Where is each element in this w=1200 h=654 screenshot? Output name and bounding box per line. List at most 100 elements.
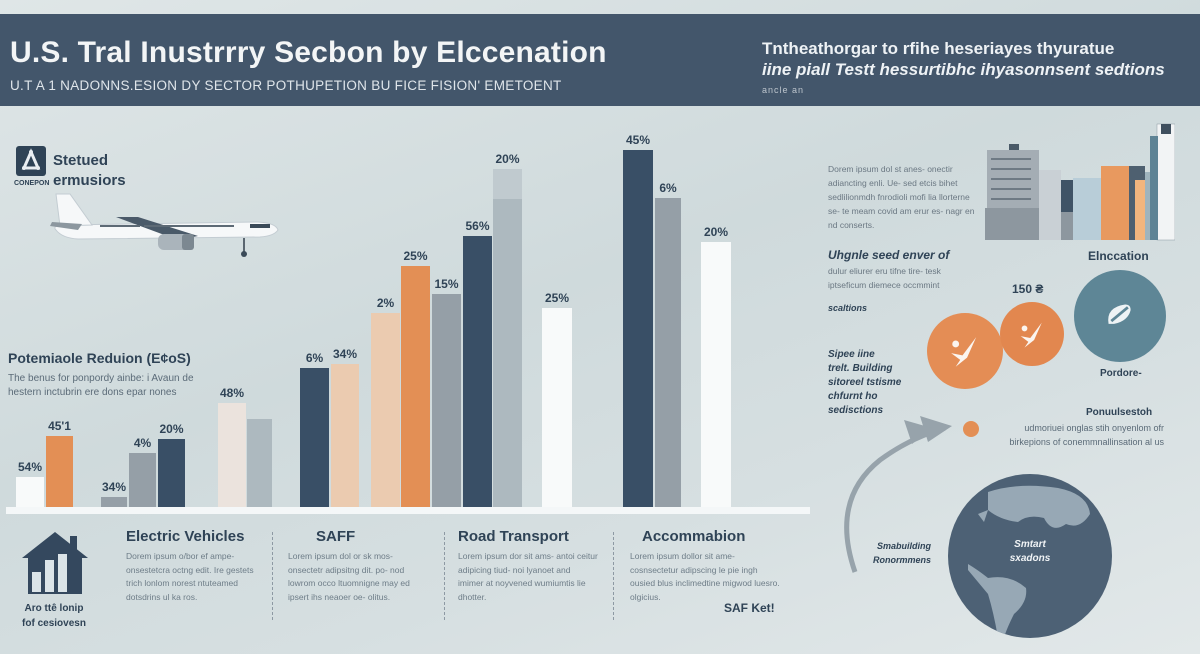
plane-circle-large <box>927 313 1003 389</box>
bar-value-label: 45% <box>625 133 651 147</box>
logo-icon <box>16 146 46 176</box>
chart-bar <box>247 419 272 509</box>
bar-value-label: 2% <box>376 296 395 310</box>
bar-value-label: 25% <box>544 291 570 305</box>
house-caption: Aro ttê lonip fof cesiovesn <box>14 601 94 631</box>
category-divider <box>613 532 614 620</box>
airplane-icon <box>50 193 279 257</box>
header-right-line1: Tntheathorgar to rfihe heseriayes thyura… <box>762 39 1115 58</box>
chart-bar-segment <box>493 169 522 199</box>
chart-bar <box>101 497 127 509</box>
bar-value-label: 20% <box>703 225 729 239</box>
stack-line: chfurnt ho <box>828 391 878 402</box>
chart-bar <box>463 236 492 509</box>
chart-bar <box>129 453 156 509</box>
chart-bar <box>655 198 681 509</box>
bar-value-label: 6% <box>659 181 677 195</box>
bar-value-label: 34% <box>101 480 127 494</box>
right-paragraph-2: dulur eliurer eru tifne tire- tesk iptse… <box>828 266 941 290</box>
header-right-line3: ancle an <box>762 85 805 95</box>
sma-line1: Smabuilding <box>877 541 932 551</box>
page-title: U.S. Tral Inustrrry Secbon by Elccenatio… <box>10 36 607 69</box>
category-desc: Lorem ipsum dollor sit ame- cosnsectetur… <box>630 551 780 602</box>
elecation-label: Elnccation <box>1088 249 1149 263</box>
potential-reduction-title: Potemiaole Reduion (E¢oS) <box>8 350 191 366</box>
logo-title: Stetued ermusiors <box>53 151 126 191</box>
category-desc: Lorem ipsum dol or sk mos- onsectetr adi… <box>288 551 410 602</box>
leaf-icon <box>1108 304 1132 325</box>
bar-value-label: 45'1 <box>48 419 71 433</box>
plane-icon <box>951 337 977 367</box>
stack-line: Sipee iine <box>828 349 875 360</box>
chart-bar <box>432 294 461 509</box>
category-desc: Lorem ipsum dor sit ams- antoi ceitur ad… <box>458 551 598 602</box>
smabuilding-label: Smabuilding Ronormmens <box>873 539 931 567</box>
house-caption-line1: Aro ttê lonip <box>24 603 84 614</box>
bar-value-label: 54% <box>17 460 43 474</box>
category-saff: SAFF Lorem ipsum dol or sk mos- onsectet… <box>288 528 418 604</box>
bar-value-label: 20% <box>495 152 520 166</box>
chart-bar <box>623 150 653 509</box>
right-paragraph: Dorem ipsum dol st anes- onectir adianct… <box>828 164 975 230</box>
chart-bar <box>493 169 522 509</box>
sma-line2: Ronormmens <box>873 555 932 565</box>
logo-title-line2: ermusiors <box>53 172 126 189</box>
logo-caption: CONEPON <box>14 180 50 187</box>
category-divider <box>444 532 445 620</box>
bar-value-label: 20% <box>159 422 184 436</box>
bar-value-label: 48% <box>219 386 245 400</box>
globe-icon: Smtart sxadons <box>948 474 1112 638</box>
header-right-line2: iine piall Testt hessurtibhc ihyasonnsen… <box>762 60 1165 79</box>
globe-text: Smtart sxadons <box>948 538 1112 566</box>
category-divider <box>272 532 273 620</box>
stack-line: trelt. Building <box>828 363 893 374</box>
right-heading: Uhgnle seed enver of <box>828 248 950 262</box>
plane-circle-small <box>1000 302 1064 366</box>
chart-baseline <box>6 507 810 514</box>
leaf-circle <box>1074 270 1166 362</box>
house-chart-icon <box>22 532 88 594</box>
chart-bar <box>46 436 73 509</box>
bar-value-label: 6% <box>305 351 324 365</box>
stack-line: sedisctions <box>828 405 884 416</box>
chart-bar <box>331 364 359 509</box>
chart-bar <box>16 477 44 509</box>
header-banner: U.S. Tral Inustrrry Secbon by Elccenatio… <box>0 14 1200 106</box>
category-title: Accommabion <box>642 528 746 545</box>
category-desc: Dorem ipsum o/bor ef ampe- onsestetcra o… <box>126 551 254 602</box>
category-road-transport: Road Transport Lorem ipsum dor sit ams- … <box>458 528 598 604</box>
category-title: Electric Vehicles <box>126 528 245 545</box>
category-electric-vehicles: Electric Vehicles Dorem ipsum o/bor ef a… <box>126 528 266 604</box>
globe-line2: sxadons <box>1009 553 1051 564</box>
city-skyline-icon <box>985 123 1175 241</box>
chart-bar <box>701 242 731 509</box>
bar-value-label: 15% <box>434 277 459 291</box>
plane-icon <box>1020 322 1042 348</box>
chart-bar <box>542 308 572 509</box>
pon-title: Ponuulsestoh <box>1086 407 1153 418</box>
category-accommabion: Accommabion Lorem ipsum dollor sit ame- … <box>630 528 782 604</box>
bar-value-label: 25% <box>403 249 428 263</box>
chart-bar <box>158 439 185 509</box>
category-title: Road Transport <box>458 528 569 545</box>
page-subtitle: U.T A 1 NADONNS.ESION DY SECTOR POTHUPET… <box>10 78 562 93</box>
saf-kit-label: SAF Ket! <box>724 601 775 615</box>
right-bold-word: scaltions <box>828 303 868 313</box>
pon-desc: udmoriuei onglas stih onyenlom ofr birke… <box>1009 423 1164 447</box>
house-caption-line2: fof cesiovesn <box>22 618 86 629</box>
globe-line1: Smtart <box>1014 539 1046 550</box>
chart-bar <box>401 266 430 509</box>
stack-line: sitoreel tstisme <box>828 377 902 388</box>
bar-value-label: 4% <box>133 436 152 450</box>
header-right-text: Tntheathorgar to rfihe heseriayes thyura… <box>762 38 1182 101</box>
chart-bar <box>218 403 246 509</box>
chart-bar <box>371 313 400 509</box>
pordore-label: Pordore- <box>1100 368 1142 379</box>
orange-dot <box>963 421 979 437</box>
curved-arrow-icon <box>844 416 952 573</box>
bar-value-label: 34% <box>332 347 358 361</box>
chart-bar <box>300 368 329 509</box>
value-label: 150 ₴ <box>1012 282 1044 296</box>
logo-title-line1: Stetued <box>53 152 109 169</box>
category-title: SAFF <box>316 528 356 545</box>
